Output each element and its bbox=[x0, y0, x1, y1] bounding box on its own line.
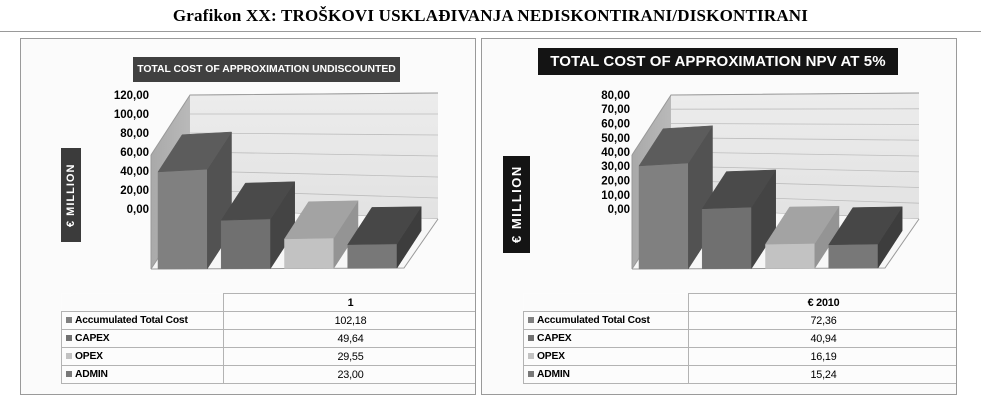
svg-text:20,00: 20,00 bbox=[120, 185, 149, 197]
svg-text:80,00: 80,00 bbox=[601, 90, 630, 102]
svg-text:40,00: 40,00 bbox=[601, 147, 630, 159]
svg-text:80,00: 80,00 bbox=[120, 128, 149, 140]
svg-text:120,00: 120,00 bbox=[114, 90, 149, 102]
svg-text:0,00: 0,00 bbox=[608, 204, 630, 216]
svg-text:30,00: 30,00 bbox=[601, 161, 630, 173]
svg-text:60,00: 60,00 bbox=[601, 119, 630, 131]
svg-text:70,00: 70,00 bbox=[601, 104, 630, 116]
svg-text:50,00: 50,00 bbox=[601, 133, 630, 145]
svg-text:10,00: 10,00 bbox=[601, 190, 630, 202]
svg-text:20,00: 20,00 bbox=[601, 176, 630, 188]
svg-text:0,00: 0,00 bbox=[127, 204, 149, 216]
svg-text:40,00: 40,00 bbox=[120, 166, 149, 178]
svg-text:60,00: 60,00 bbox=[120, 147, 149, 159]
svg-text:100,00: 100,00 bbox=[114, 109, 149, 121]
